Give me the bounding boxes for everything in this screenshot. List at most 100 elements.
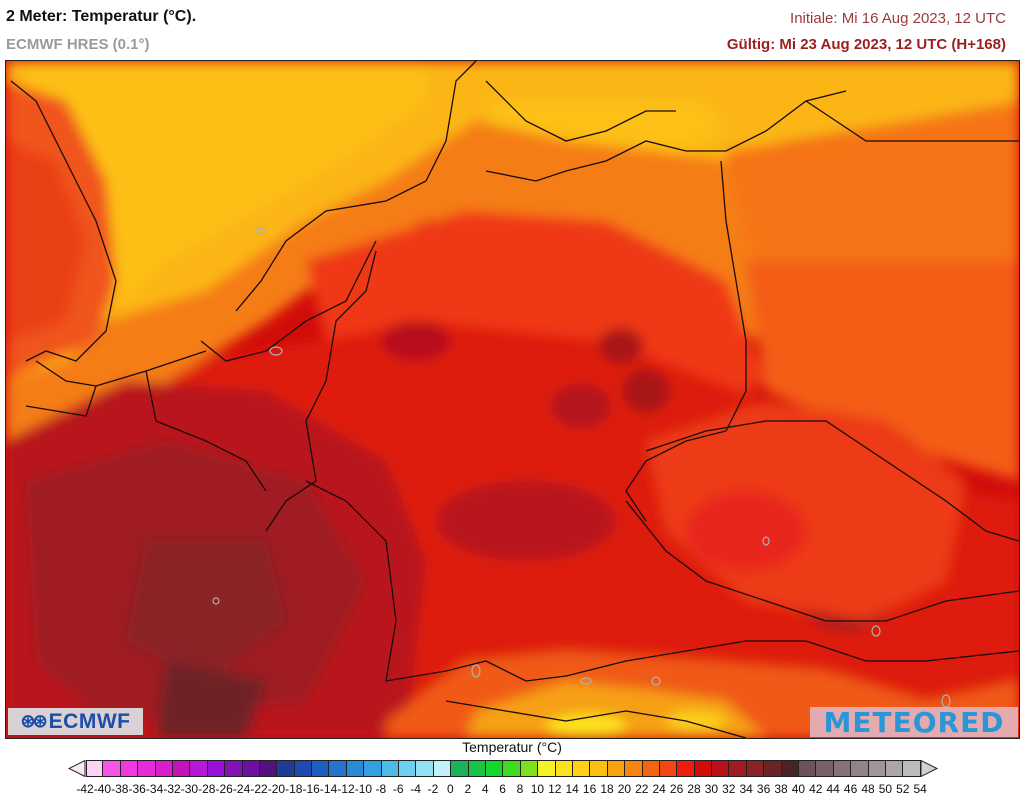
colorbar-tick-label: 12	[548, 782, 562, 796]
colorbar-swatch	[625, 760, 643, 777]
colorbar-tick-label: -20	[267, 782, 286, 796]
colorbar-swatch	[364, 760, 382, 777]
colorbar-swatch	[816, 760, 834, 777]
colorbar-tick-label: -8	[375, 782, 387, 796]
colorbar-swatch	[659, 760, 678, 777]
colorbar-tick-label: 50	[878, 782, 893, 796]
colorbar-over-arrow-icon	[920, 760, 938, 777]
colorbar-tick-label: 4	[481, 782, 489, 796]
colorbar-tick-label: 46	[843, 782, 858, 796]
colorbar-swatch	[520, 760, 539, 777]
init-time: Initiale: Mi 16 Aug 2023, 12 UTC	[790, 10, 1006, 27]
map-canvas	[6, 61, 1019, 738]
ecmwf-logo-text: ECMWF	[48, 709, 131, 733]
colorbar-labels: -42 -40 -38 -36 -34 -32 -30 -28 -26 -24 -22 -20 -18-…	[0, 782, 1024, 798]
page-title: 2 Meter: Temperatur (°C).	[6, 8, 197, 25]
colorbar-swatch	[312, 760, 330, 777]
colorbar-tick-label: 16	[582, 782, 597, 796]
colorbar-swatch	[207, 760, 226, 777]
colorbar-tick-label: -40	[93, 782, 112, 796]
colorbar-swatch	[781, 760, 800, 777]
temperature-map[interactable]	[5, 60, 1020, 739]
colorbar-swatch	[451, 760, 469, 777]
colorbar-swatch	[433, 760, 452, 777]
colorbar-tick-label: -10	[354, 782, 373, 796]
colorbar-tick-label: 20	[617, 782, 632, 796]
colorbar-swatch	[712, 760, 730, 777]
colorbar-swatch	[833, 760, 852, 777]
colorbar-tick-label: -2	[427, 782, 439, 796]
colorbar-swatch	[642, 760, 660, 777]
colorbar-swatch	[903, 760, 921, 777]
colorbar-tick-label: 24	[652, 782, 666, 796]
colorbar-swatch	[399, 760, 417, 777]
colorbar-tick-label: -28	[198, 782, 216, 796]
colorbar-tick-label: -34	[145, 782, 164, 796]
colorbar-tick-label: 44	[826, 782, 840, 796]
colorbar-tick-label: -18	[285, 782, 303, 796]
colorbar-tick-label: 36	[756, 782, 771, 796]
colorbar-tick-label: 6	[499, 782, 506, 796]
colorbar-swatch	[764, 760, 782, 777]
colorbar-swatch	[346, 760, 365, 777]
colorbar-tick-label: 48	[861, 782, 875, 796]
colorbar-swatch	[103, 760, 121, 777]
colorbar-swatch	[799, 760, 817, 777]
legend-title: Temperatur (°C)	[462, 739, 562, 755]
colorbar-tick-label: -24	[232, 782, 251, 796]
colorbar-swatch	[885, 760, 904, 777]
colorbar-tick-label: 42	[809, 782, 823, 796]
meteored-logo-text: METEORED	[823, 705, 1005, 739]
colorbar-tick-label: 34	[739, 782, 753, 796]
colorbar-tick-label: 22	[635, 782, 649, 796]
colorbar-swatch	[138, 760, 156, 777]
colorbar-tick-label: 8	[516, 782, 524, 796]
colorbar-swatch	[329, 760, 347, 777]
colorbar-tick-label: 52	[896, 782, 910, 796]
colorbar-swatch	[694, 760, 713, 777]
colorbar-swatch	[851, 760, 869, 777]
ecmwf-mark-icon: ⊛⊛	[20, 711, 48, 731]
colorbar-swatch	[120, 760, 139, 777]
meteored-logo: METEORED	[810, 705, 1018, 739]
colorbar-tick-label: 0	[447, 782, 454, 796]
colorbar-swatch	[677, 760, 695, 777]
colorbar-tick-label: 38	[774, 782, 788, 796]
colorbar	[68, 760, 939, 777]
colorbar-tick-label: 2	[464, 782, 472, 796]
colorbar-swatch	[503, 760, 521, 777]
colorbar-tick-label: 30	[704, 782, 719, 796]
colorbar-tick-label: 26	[669, 782, 684, 796]
colorbar-tick-label: -32	[163, 782, 181, 796]
colorbar-swatch	[242, 760, 260, 777]
colorbar-swatch	[746, 760, 765, 777]
colorbar-tick-label: -6	[392, 782, 404, 796]
colorbar-tick-label: -36	[128, 782, 146, 796]
colorbar-swatch	[538, 760, 556, 777]
colorbar-tick-label: -26	[215, 782, 233, 796]
colorbar-swatch	[868, 760, 886, 777]
colorbar-under-arrow-icon	[68, 760, 86, 777]
colorbar-swatch	[485, 760, 504, 777]
colorbar-swatch	[294, 760, 313, 777]
colorbar-swatch	[259, 760, 278, 777]
ecmwf-logo: ⊛⊛ ECMWF	[8, 708, 143, 735]
colorbar-tick-label: 14	[565, 782, 579, 796]
colorbar-swatch	[607, 760, 626, 777]
colorbar-tick-label: -30	[180, 782, 199, 796]
colorbar-tick-label: -14	[319, 782, 338, 796]
model-label: ECMWF HRES (0.1°)	[6, 36, 150, 53]
colorbar-swatch	[190, 760, 208, 777]
colorbar-swatch	[729, 760, 747, 777]
colorbar-swatch	[572, 760, 591, 777]
colorbar-tick-label: 18	[600, 782, 614, 796]
colorbar-tick-label: -22	[250, 782, 268, 796]
colorbar-swatch	[555, 760, 573, 777]
valid-time: Gültig: Mi 23 Aug 2023, 12 UTC (H+168)	[726, 36, 1006, 53]
colorbar-tick-label: 54	[913, 782, 927, 796]
colorbar-swatch	[277, 760, 295, 777]
colorbar-swatch	[86, 760, 104, 777]
colorbar-tick-label: -16	[302, 782, 320, 796]
colorbar-tick-label: -4	[410, 782, 421, 796]
colorbar-tick-label: 28	[687, 782, 701, 796]
